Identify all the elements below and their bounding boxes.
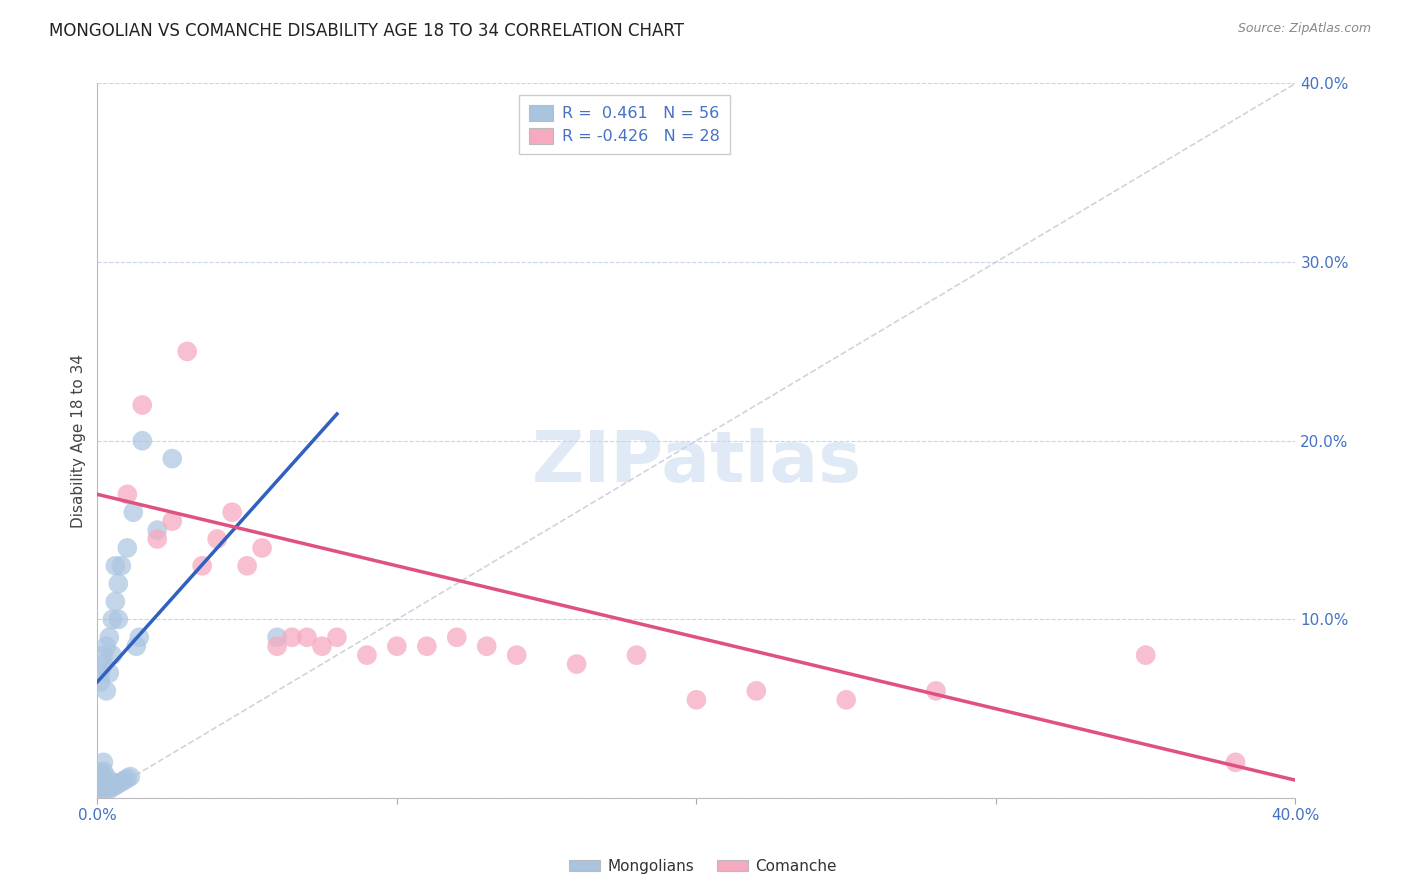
Point [146, 532, 169, 546]
Point [835, 693, 858, 707]
Point [176, 344, 198, 359]
Point [89, 766, 111, 780]
Text: Source: ZipAtlas.com: Source: ZipAtlas.com [1237, 22, 1371, 36]
Point [89, 770, 111, 784]
Point [98, 630, 121, 644]
Point [385, 639, 408, 653]
Point [205, 532, 228, 546]
Point [89, 665, 111, 680]
Point [565, 657, 588, 671]
Point [416, 639, 439, 653]
Point [98, 777, 121, 791]
Point [89, 675, 111, 690]
Point [96, 770, 118, 784]
Point [191, 558, 214, 573]
Point [236, 558, 259, 573]
Point [745, 684, 768, 698]
Point [221, 505, 243, 519]
Point [93, 657, 115, 671]
Point [89, 779, 111, 793]
Point [96, 779, 118, 793]
Point [146, 523, 169, 537]
Point [122, 505, 145, 519]
Point [281, 630, 304, 644]
Point [101, 648, 124, 662]
Point [131, 398, 153, 412]
Point [101, 612, 124, 626]
Point [266, 639, 288, 653]
Point [1225, 756, 1247, 770]
Point [89, 775, 111, 789]
Point [89, 777, 111, 791]
Point [117, 772, 139, 786]
Point [125, 639, 148, 653]
Point [107, 777, 129, 791]
Point [89, 782, 111, 797]
Point [1135, 648, 1157, 662]
Point [93, 777, 115, 791]
Point [98, 665, 121, 680]
Point [93, 782, 115, 797]
Legend: R =  0.461   N = 56, R = -0.426   N = 28: R = 0.461 N = 56, R = -0.426 N = 28 [519, 95, 730, 153]
Point [120, 770, 142, 784]
Point [101, 780, 124, 795]
Point [89, 768, 111, 782]
Point [626, 648, 648, 662]
Legend: Mongolians, Comanche: Mongolians, Comanche [564, 853, 842, 880]
Point [160, 451, 183, 466]
Point [131, 434, 153, 448]
Point [475, 639, 498, 653]
Point [107, 576, 129, 591]
Point [104, 594, 127, 608]
Point [93, 775, 115, 789]
Point [110, 775, 132, 789]
Text: MONGOLIAN VS COMANCHE DISABILITY AGE 18 TO 34 CORRELATION CHART: MONGOLIAN VS COMANCHE DISABILITY AGE 18 … [49, 22, 685, 40]
Point [112, 773, 135, 788]
Point [925, 684, 948, 698]
Point [96, 684, 118, 698]
Point [104, 558, 127, 573]
Point [160, 514, 183, 528]
Point [89, 772, 111, 786]
Point [266, 630, 288, 644]
Point [93, 648, 115, 662]
Point [93, 764, 115, 779]
Point [356, 648, 378, 662]
Point [326, 630, 349, 644]
Point [107, 612, 129, 626]
Point [685, 693, 707, 707]
Point [89, 780, 111, 795]
Point [96, 639, 118, 653]
Point [96, 782, 118, 797]
Point [96, 775, 118, 789]
Point [117, 487, 139, 501]
Point [104, 779, 127, 793]
Point [311, 639, 333, 653]
Point [93, 773, 115, 788]
Point [128, 630, 150, 644]
Text: ZIPatlas: ZIPatlas [531, 427, 862, 497]
Point [117, 541, 139, 555]
Point [101, 775, 124, 789]
Y-axis label: Disability Age 18 to 34: Disability Age 18 to 34 [72, 354, 86, 528]
Point [446, 630, 468, 644]
Point [250, 541, 273, 555]
Point [93, 780, 115, 795]
Point [110, 558, 132, 573]
Point [89, 773, 111, 788]
Point [295, 630, 318, 644]
Point [93, 756, 115, 770]
Point [505, 648, 527, 662]
Point [98, 782, 121, 797]
Point [93, 779, 115, 793]
